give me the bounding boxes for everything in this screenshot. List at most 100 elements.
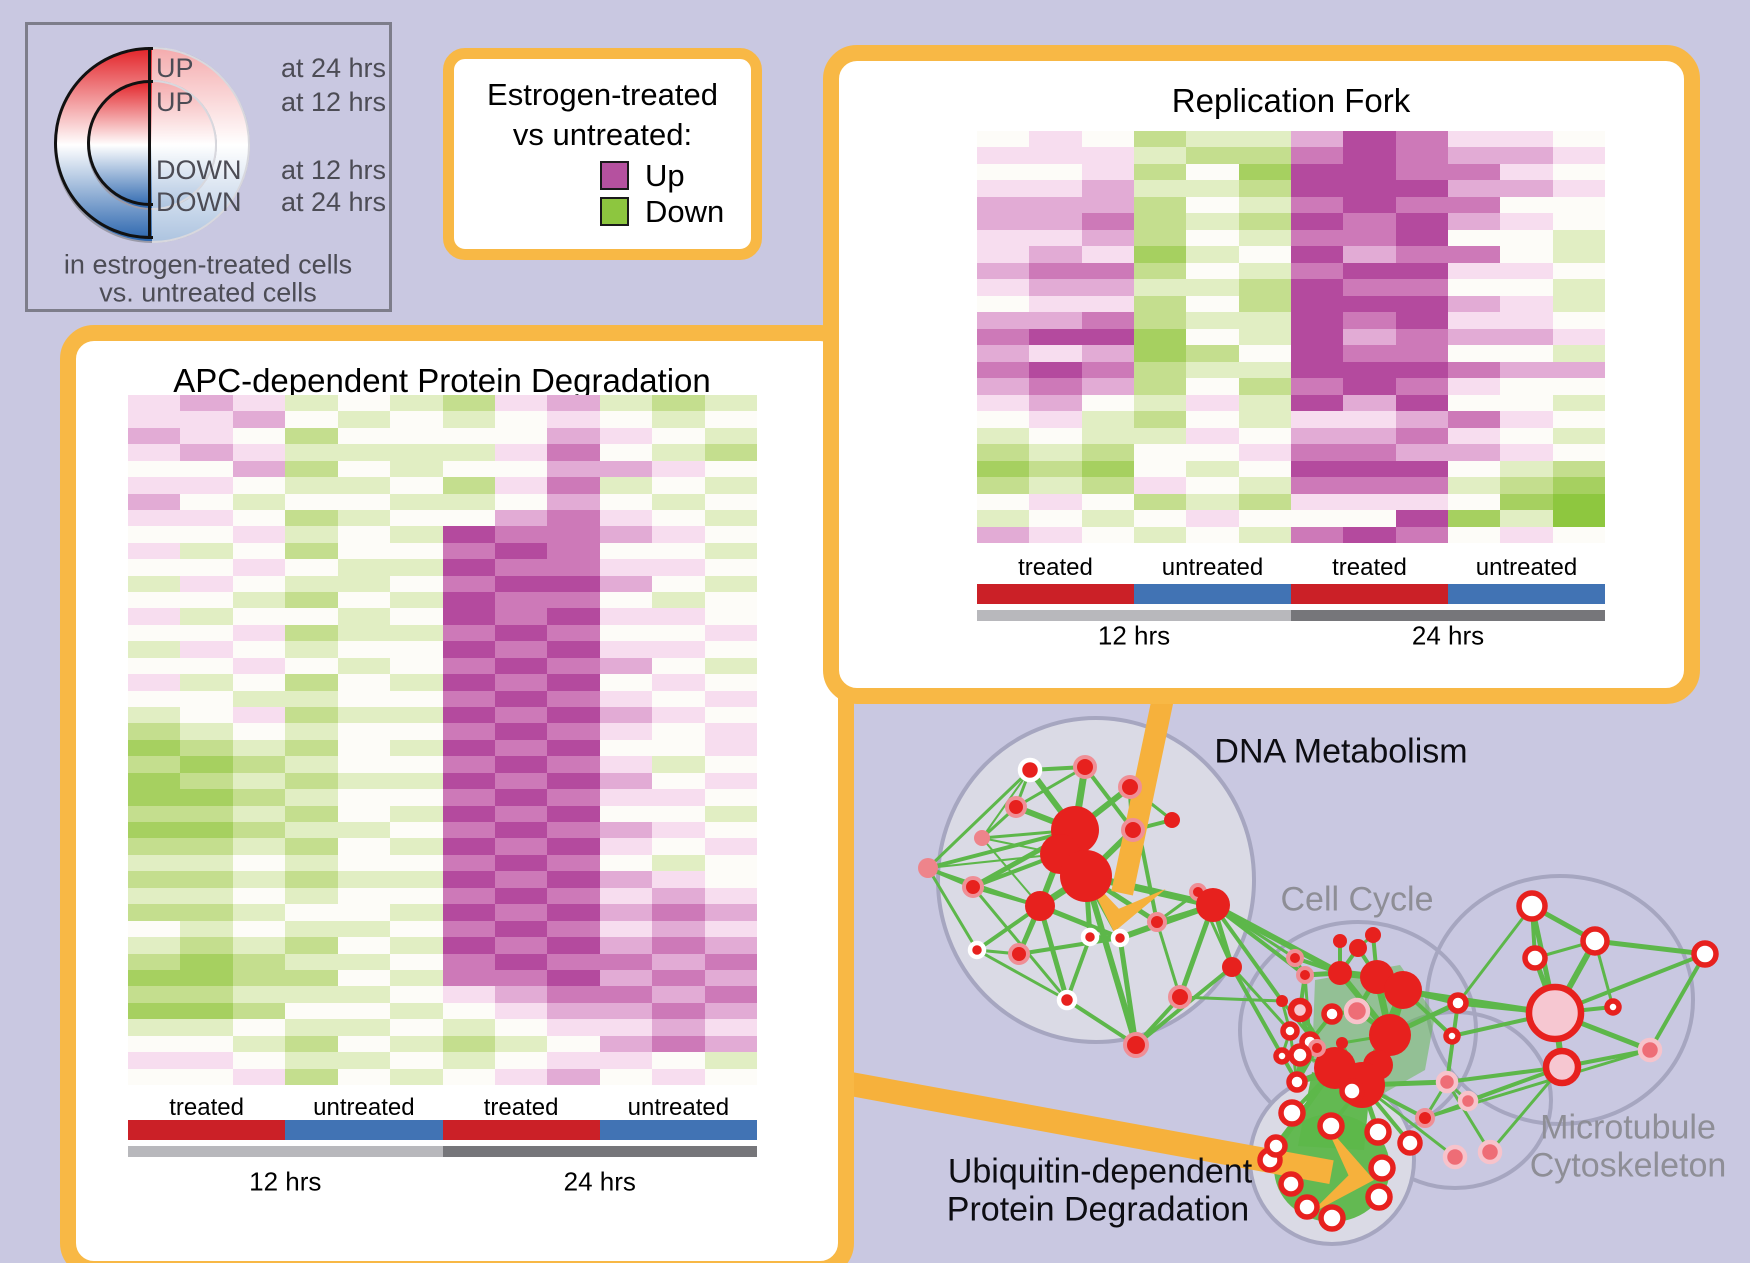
heatmap-cell xyxy=(1552,444,1605,461)
network-node-d5 xyxy=(974,830,990,846)
heatmap-cell xyxy=(128,1035,181,1053)
heatmap-cell xyxy=(599,608,653,625)
heatmap-cell xyxy=(599,1002,653,1020)
heatmap-cell xyxy=(1552,262,1605,280)
heatmap-cell xyxy=(180,772,233,790)
heatmap-cell xyxy=(652,887,705,905)
heatmap-cell xyxy=(128,920,181,938)
heatmap-cell xyxy=(977,196,1030,214)
time-label: 24 hrs xyxy=(1411,620,1485,651)
heatmap-cell xyxy=(232,723,286,740)
heatmap-cell xyxy=(1290,262,1344,280)
heatmap-cell xyxy=(1290,196,1344,214)
heatmap-cell xyxy=(704,953,757,970)
heatmap-cell xyxy=(1447,131,1501,148)
heatmap-cell xyxy=(180,739,233,757)
heatmap-cell xyxy=(547,1035,600,1053)
heatmap-cell xyxy=(599,789,653,806)
heatmap-cell xyxy=(704,805,757,822)
group-label: treated xyxy=(1332,554,1407,581)
heatmap-cell xyxy=(652,707,705,724)
heatmap-cell xyxy=(1500,196,1553,214)
heatmap-cell xyxy=(128,477,181,494)
heatmap-cell xyxy=(1029,295,1082,313)
heatmap-cell xyxy=(285,937,338,954)
heatmap-cell xyxy=(128,493,181,510)
heatmap-cell xyxy=(494,674,548,691)
heatmap-cell xyxy=(1447,361,1501,379)
heatmap-cell xyxy=(547,937,600,954)
heatmap-cell xyxy=(442,641,495,658)
heatmap-cell xyxy=(1133,213,1187,230)
heatmap-cell xyxy=(1081,131,1134,148)
network-node-u12 xyxy=(1339,1078,1365,1104)
network-node-u9 xyxy=(1278,1171,1304,1197)
heatmap-cell xyxy=(1343,213,1396,230)
heatmap-cell xyxy=(180,838,233,855)
heatmap-cell xyxy=(652,1019,705,1036)
heatmap-cell xyxy=(1343,196,1396,214)
heatmap-cell xyxy=(1186,345,1239,362)
heatmap-cell xyxy=(1395,510,1448,527)
heatmap-cell xyxy=(704,887,757,905)
heatmap-cell xyxy=(285,887,338,905)
network-node-c23 xyxy=(1447,992,1469,1014)
network-node-m6 xyxy=(1637,1037,1663,1063)
heatmap-cell xyxy=(442,657,495,675)
heatmap-cell xyxy=(494,1052,548,1069)
network-node-m2 xyxy=(1580,926,1610,956)
heatmap-cell xyxy=(704,739,757,757)
heatmap-cell xyxy=(128,854,181,872)
heatmap-cell xyxy=(704,641,757,658)
heatmap-cell xyxy=(337,723,391,740)
heatmap-cell xyxy=(977,262,1030,280)
untreated-bar xyxy=(1134,584,1291,604)
heatmap-cell xyxy=(232,395,286,412)
ring-time-up-12: at 12 hrs xyxy=(280,87,386,117)
heatmap-cell xyxy=(337,969,391,987)
link-arrow-shaft xyxy=(815,1066,1334,1185)
network-node-d3 xyxy=(1118,775,1142,799)
heatmap-cell xyxy=(1133,180,1187,197)
heatmap-cell xyxy=(494,559,548,576)
network-node-c19 xyxy=(1343,997,1371,1025)
heatmap-cell xyxy=(390,542,443,560)
heatmap-cell xyxy=(547,624,600,642)
heatmap-cell xyxy=(547,739,600,757)
heatmap-cell xyxy=(1395,493,1448,511)
heatmap-cell xyxy=(977,427,1030,445)
heatmap-cell xyxy=(232,887,286,905)
heatmap-cell xyxy=(1133,361,1187,379)
heatmap-cell xyxy=(1238,345,1291,362)
heatmap-cell xyxy=(494,427,548,445)
heatmap-cell xyxy=(652,608,705,625)
heatmap-cell xyxy=(442,789,495,806)
heatmap-cell xyxy=(652,838,705,855)
network-node-m7 xyxy=(1691,940,1719,968)
heatmap-cell xyxy=(547,575,600,593)
heatmap-cell xyxy=(337,707,391,724)
heatmap-cell xyxy=(1029,477,1082,494)
heatmap-cell xyxy=(390,1002,443,1020)
heatmap-cell xyxy=(1395,477,1448,494)
heatmap-cell xyxy=(285,920,338,938)
heatmap-cell xyxy=(652,969,705,987)
heatmap-cell xyxy=(599,772,653,790)
heatmap-cell xyxy=(547,641,600,658)
heatmap-cell xyxy=(442,608,495,625)
heatmap-cell xyxy=(180,657,233,675)
heatmap-cell xyxy=(977,394,1030,412)
heatmap-cell xyxy=(547,920,600,938)
heatmap-cell xyxy=(1290,526,1344,543)
heatmap-cell xyxy=(128,953,181,970)
network-node-d14 xyxy=(1056,989,1078,1011)
heatmap-cell xyxy=(1238,411,1291,428)
heatmap-cell xyxy=(337,477,391,494)
heatmap-cell xyxy=(1447,477,1501,494)
heatmap-cell xyxy=(1447,196,1501,214)
heatmap-cell xyxy=(1290,460,1344,478)
heatmap-cell xyxy=(1133,229,1187,247)
heatmap-cell xyxy=(599,739,653,757)
heatmap-cell xyxy=(1238,444,1291,461)
